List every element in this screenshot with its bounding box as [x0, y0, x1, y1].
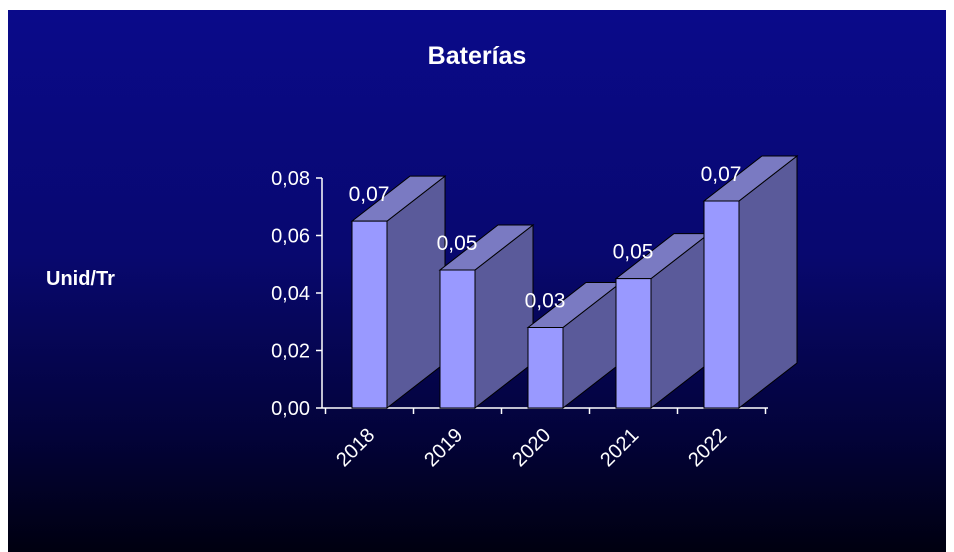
bar	[703, 200, 740, 409]
x-tick-label: 2022	[684, 424, 731, 471]
y-axis-label: Unid/Tr	[46, 268, 115, 290]
chart-title: Baterías	[427, 42, 527, 70]
bar	[439, 269, 476, 409]
data-label: 0,05	[613, 241, 654, 264]
y-tick-label: 0,02	[271, 341, 310, 363]
bar	[527, 327, 564, 409]
y-tick-label: 0,08	[271, 168, 310, 190]
x-tick-label: 2021	[596, 424, 643, 471]
data-label: 0,03	[525, 290, 566, 313]
bar	[615, 278, 652, 409]
x-tick-label: 2018	[332, 424, 379, 471]
y-tick-label: 0,06	[271, 226, 310, 248]
x-tick-label: 2019	[420, 424, 467, 471]
y-tick-label: 0,04	[271, 283, 310, 305]
data-label: 0,07	[701, 163, 742, 186]
x-tick-label: 2020	[508, 424, 555, 471]
y-tick-label: 0,00	[271, 398, 310, 420]
data-label: 0,05	[437, 232, 478, 255]
bar	[351, 220, 388, 409]
data-label: 0,07	[349, 183, 390, 206]
